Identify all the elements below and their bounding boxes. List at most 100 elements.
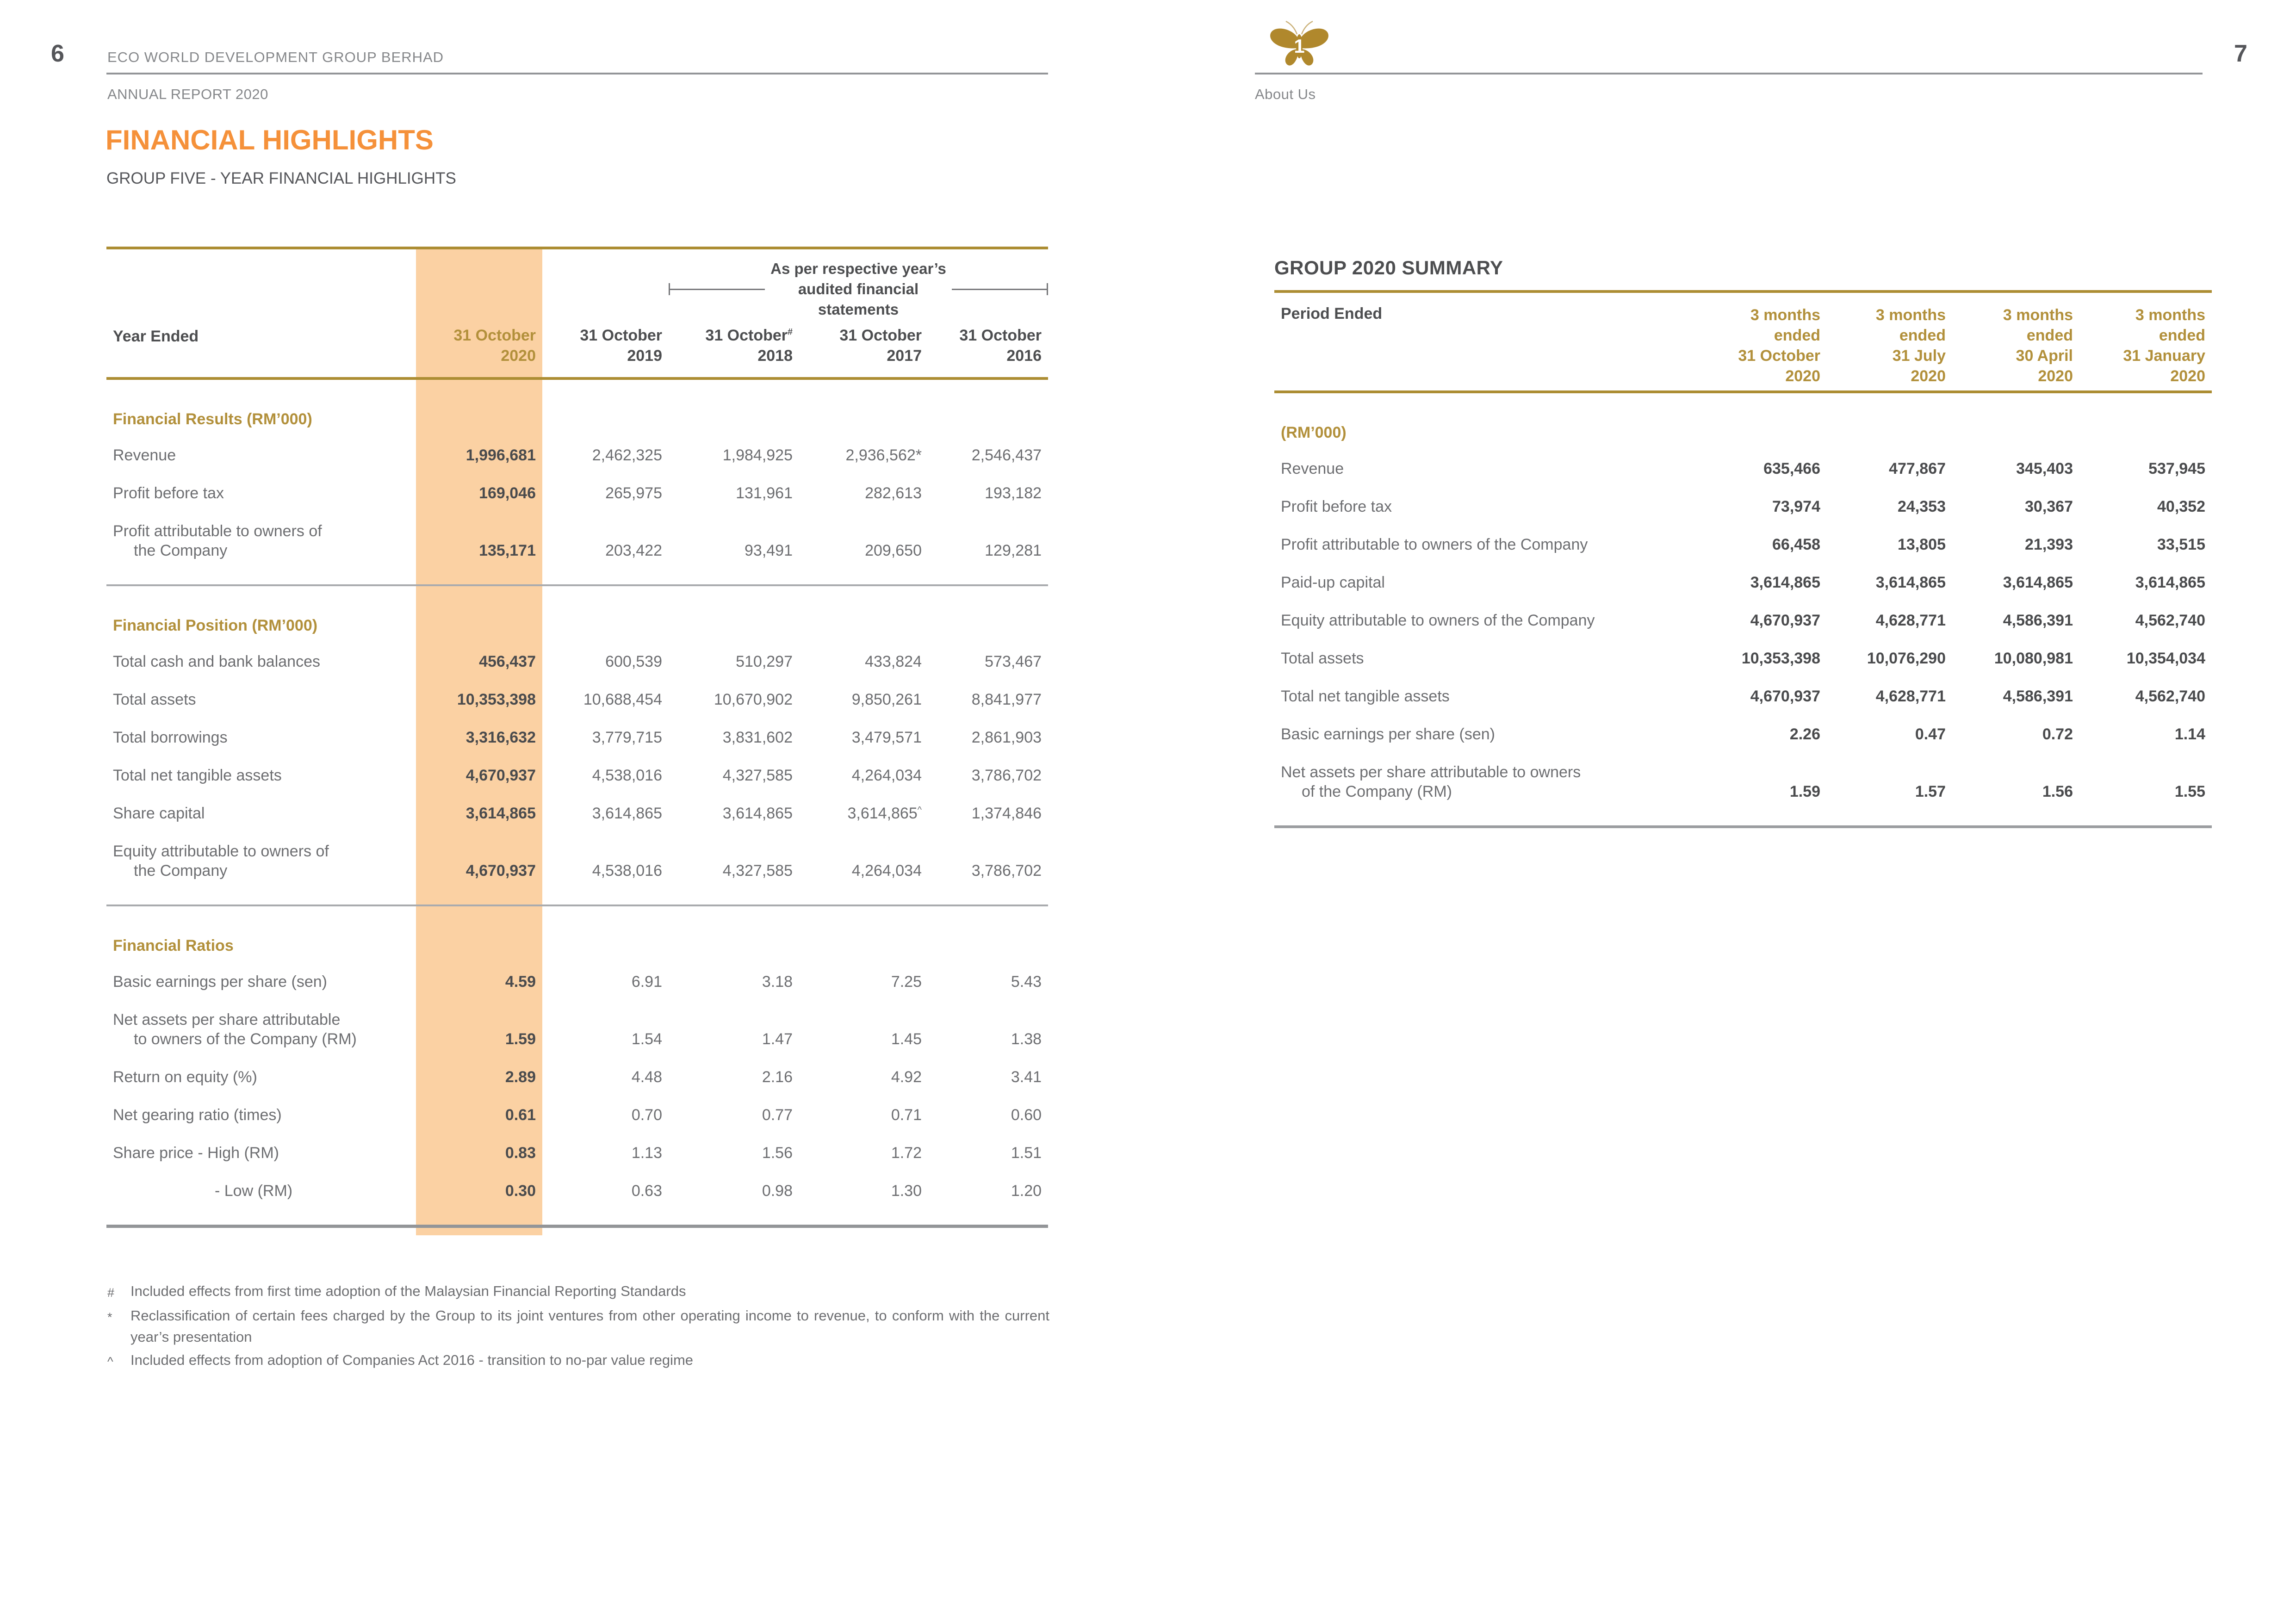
cell-value: 1.57	[1915, 783, 1946, 800]
cell-value: 1.14	[2174, 725, 2205, 743]
year-column-header: 31 October# 2018	[705, 327, 793, 365]
table-row: Profit before tax 169,046 265,975 131,961 28…	[106, 474, 1048, 512]
cell-value: 4,586,391	[2003, 612, 2073, 629]
five-year-highlights-table: As per respective year’s audited financia…	[106, 247, 1049, 1235]
row-label: Equity attributable to owners of the Comp…	[106, 832, 416, 905]
unit-heading: (RM’000)	[1281, 424, 1347, 441]
cell-value: 24,353	[1898, 498, 1946, 515]
row-label: Basic earnings per share (sen)	[106, 963, 416, 1001]
table-row: Share capital 3,614,865 3,614,865 3,614,865…	[106, 794, 1048, 832]
cell-value: 600,539	[605, 653, 662, 670]
cell-value: 3,614,865	[1875, 574, 1946, 591]
table-bottom-rule	[106, 1225, 1049, 1229]
cell-value: 21,393	[2025, 536, 2073, 553]
cell-value: 1.20	[1011, 1182, 1042, 1200]
header-rule-right	[1255, 73, 2203, 74]
table-bottom-rule	[1274, 825, 2212, 830]
group-2020-summary-table: Period Ended 3 months ended 31 October 2020…	[1274, 290, 2212, 830]
row-label-line: Net assets per share attributable to own…	[1281, 763, 1581, 781]
cell-value: 1.56	[762, 1144, 793, 1162]
cell-value: 573,467	[985, 653, 1042, 670]
table-row: Profit attributable to owners of the Com…	[1274, 526, 2212, 564]
cell-value: 33,515	[2157, 536, 2205, 553]
cell-value: 3,614,865	[1750, 574, 1820, 591]
five-year-data-table: Financial Results (RM’000) Revenue 1,996,6…	[106, 380, 1049, 1229]
row-label: Paid-up capital	[1274, 564, 1700, 601]
table-bottom-rule-line	[1274, 825, 2212, 830]
footnotes: # Included effects from first time adopti…	[107, 1281, 1049, 1374]
row-label: Basic earnings per share (sen)	[1274, 715, 1700, 753]
butterfly-antenna-right	[1301, 20, 1313, 35]
butterfly-body	[1296, 34, 1303, 58]
table-row: Net assets per share attributable to owne…	[106, 1001, 1048, 1058]
footnote-text: Reclassification of certain fees charged…	[130, 1307, 1049, 1345]
cell-value: 1.55	[2174, 783, 2205, 800]
row-label: Total cash and bank balances	[106, 643, 416, 681]
row-label: Net assets per share attributable to own…	[1274, 753, 1700, 827]
row-label-line: Total assets	[1281, 650, 1364, 667]
cell-value: 3,614,865	[2135, 574, 2205, 591]
cell-value: 4,327,585	[722, 862, 793, 880]
period-column-header: 3 months ended 31 January 2020	[2123, 306, 2205, 385]
cell-value: 2,546,437	[971, 446, 1042, 464]
section-heading: Financial Position (RM’000)	[113, 617, 318, 634]
cell-value: 1.59	[505, 1030, 536, 1048]
cell-value: 4,628,771	[1875, 612, 1946, 629]
table-row: Basic earnings per share (sen) 4.59 6.91 3.…	[106, 963, 1048, 1001]
row-label: - Low (RM)	[106, 1172, 416, 1227]
summary-title: GROUP 2020 SUMMARY	[1274, 256, 1503, 279]
cell-value: 4,264,034	[851, 767, 922, 784]
row-label-line: Paid-up capital	[1281, 574, 1385, 591]
row-label-line: to owners of the Company (RM)	[134, 1030, 357, 1048]
row-label: Share capital	[106, 794, 416, 832]
row-label: Revenue	[1274, 450, 1700, 488]
period-column-header: 3 months ended 31 July 2020	[1875, 306, 1946, 385]
cell-value: 2.16	[762, 1068, 793, 1086]
row-label-line: Net gearing ratio (times)	[113, 1106, 282, 1124]
cell-value: 3,831,602	[722, 729, 793, 746]
header-rule-left	[106, 73, 1048, 74]
row-label: Profit attributable to owners of the Comp…	[106, 512, 416, 585]
row-label: Share price - High (RM)	[106, 1134, 416, 1172]
chapter-number: 1	[1294, 35, 1304, 57]
year-ended-label: Year Ended	[113, 328, 199, 345]
cell-value: 10,353,398	[1741, 650, 1820, 667]
cell-value: 1.59	[1789, 783, 1820, 800]
row-label-line: Total net tangible assets	[1281, 688, 1450, 705]
footnote: # Included effects from first time adopti…	[107, 1281, 1049, 1303]
cell-value: 1,984,925	[722, 446, 793, 464]
cell-value: 1.45	[891, 1030, 922, 1048]
row-label-line: Basic earnings per share (sen)	[1281, 725, 1496, 743]
cell-value: 4.92	[891, 1068, 922, 1086]
cell-value: 3,479,571	[851, 729, 922, 746]
section-heading-row: Financial Ratios	[106, 906, 1048, 963]
footnote-text: Included effects from first time adoptio…	[130, 1283, 686, 1299]
table-bottom-rule-line	[106, 1225, 1049, 1229]
cell-value: 1.51	[1011, 1144, 1042, 1162]
cell-value: 4,562,740	[2135, 688, 2205, 705]
period-columns-header: Period Ended 3 months ended 31 October 2020…	[1274, 305, 2212, 386]
row-label-line: - Low (RM)	[215, 1182, 293, 1200]
row-label: Revenue	[106, 436, 416, 474]
row-label: Profit before tax	[1274, 488, 1700, 526]
row-label-line: of the Company (RM)	[1302, 783, 1452, 800]
cell-value: 282,613	[865, 484, 922, 502]
cell-value: 1.13	[631, 1144, 662, 1162]
row-label: Total assets	[1274, 639, 1700, 677]
cell-value: 345,403	[2016, 460, 2073, 477]
cell-value: 0.70	[631, 1106, 662, 1124]
audited-statements-bracket: As per respective year’s audited financia…	[669, 259, 1048, 320]
cell-value: 477,867	[1889, 460, 1946, 477]
row-label-line: Profit attributable to owners of the Com…	[1281, 536, 1588, 553]
row-label-line: Equity attributable to owners of the Com…	[1281, 612, 1595, 629]
cell-value: 4,264,034	[851, 862, 922, 880]
cell-value: 4,327,585	[722, 767, 793, 784]
bracket-tick-left	[669, 283, 670, 295]
cell-value: 6.91	[631, 973, 662, 991]
row-label-line: the Company	[134, 542, 228, 559]
table-row: Paid-up capital 3,614,865 3,614,865 3,614,8…	[1274, 564, 2212, 601]
cell-value: 3,614,865	[592, 805, 662, 822]
cell-value: 3,786,702	[971, 862, 1042, 880]
cell-value: 1.72	[891, 1144, 922, 1162]
table-row: Total borrowings 3,316,632 3,779,715 3,831,…	[106, 719, 1048, 756]
